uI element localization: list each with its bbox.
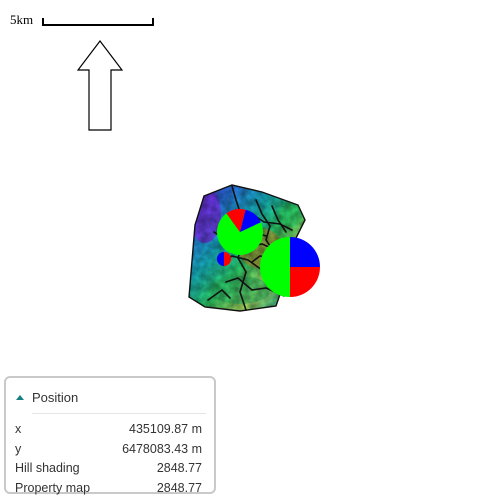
row-value: 435109.87 m xyxy=(129,422,202,436)
caret-up-icon[interactable] xyxy=(16,394,24,400)
row-value: 2848.77 xyxy=(156,480,202,495)
pie-slice xyxy=(240,209,261,232)
small-pie[interactable] xyxy=(217,208,263,255)
pie-slice xyxy=(224,252,231,266)
row-label: Hill shading xyxy=(15,461,80,475)
position-row-hill-shading: Hill shading 2848.77 xyxy=(15,459,202,479)
position-panel-toggle[interactable]: Position xyxy=(16,388,78,406)
scale-label: 5km xyxy=(10,12,34,27)
tiny-pie[interactable] xyxy=(217,252,231,266)
panel-divider xyxy=(32,413,206,414)
scale-line xyxy=(42,18,154,26)
pie-slice xyxy=(217,252,224,266)
pie-slice xyxy=(260,237,290,297)
position-rows: x 435109.87 m y 6478083.43 m Hill shadin… xyxy=(15,420,202,498)
position-row-y: y 6478083.43 m xyxy=(15,440,202,460)
row-value: 6478083.43 m xyxy=(122,441,202,456)
pie-slice xyxy=(290,237,320,267)
position-row-property-map: Property map 2848.77 xyxy=(15,479,202,499)
position-row-x: x 435109.87 m xyxy=(15,420,202,440)
row-label: Property map xyxy=(15,480,91,495)
position-panel: Position x 435109.87 m y 6478083.43 m Hi… xyxy=(4,376,216,495)
pie-slice xyxy=(226,208,246,232)
large-pie[interactable] xyxy=(260,237,320,297)
row-label: y xyxy=(15,441,22,456)
north-arrow-icon xyxy=(77,40,123,131)
panel-title: Position xyxy=(32,389,79,405)
row-value: 2848.77 xyxy=(156,461,202,475)
row-label: x xyxy=(15,422,22,436)
pie-markers xyxy=(217,208,320,297)
pie-slice xyxy=(290,267,320,297)
pie-slice xyxy=(217,213,263,255)
